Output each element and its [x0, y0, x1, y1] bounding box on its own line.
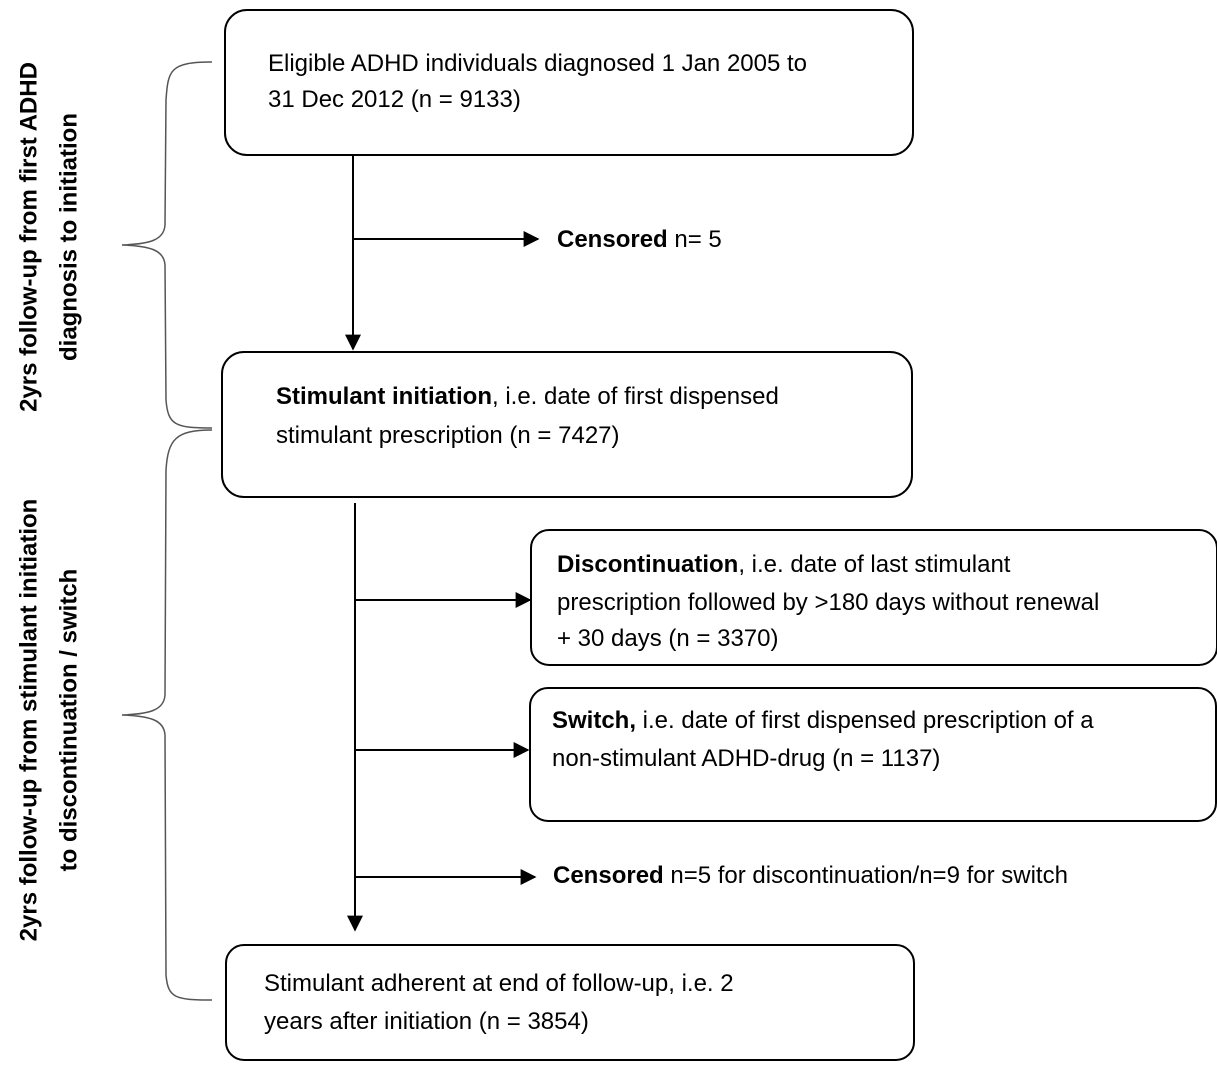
node-text: Switch, i.e. date of first dispensed pre… [552, 707, 1094, 734]
node-text: prescription followed by >180 days witho… [557, 589, 1099, 616]
node-text: + 30 days (n = 3370) [557, 625, 778, 652]
node-bold: Switch, [552, 707, 636, 734]
node-bold: Discontinuation [557, 551, 738, 578]
censored-count: n=5 for discontinuation/n=9 for switch [664, 862, 1068, 889]
node-line: 31 Dec 2012 (n = 9133) [268, 86, 521, 113]
censored-text: Censored n= 5 [557, 226, 722, 253]
node-text: Stimulant adherent at end of follow-up, … [264, 970, 734, 997]
bracket-label: to discontinuation / switch [55, 569, 82, 872]
node-text: Discontinuation, i.e. date of last stimu… [557, 551, 1011, 578]
node-text: Eligible ADHD individuals diagnosed 1 Ja… [268, 50, 807, 77]
censored-text: Censored n=5 for discontinuation/n=9 for… [553, 862, 1068, 889]
node-line: i.e. date of first dispensed prescriptio… [636, 707, 1094, 734]
node-text: 31 Dec 2012 (n = 9133) [268, 86, 521, 113]
node-box [529, 687, 1217, 822]
node-bold: Stimulant initiation [276, 383, 492, 410]
node-line: , i.e. date of first dispensed [492, 383, 779, 410]
node-line: Stimulant adherent at end of follow-up, … [264, 970, 734, 997]
node-box [225, 944, 915, 1061]
node-line: stimulant prescription (n = 7427) [276, 422, 620, 449]
node-text: non-stimulant ADHD-drug (n = 1137) [552, 745, 940, 772]
censored-bold: Censored [553, 862, 664, 889]
node-line: years after initiation (n = 3854) [264, 1008, 589, 1035]
node-text: years after initiation (n = 3854) [264, 1008, 589, 1035]
bracket [121, 429, 213, 1001]
node-line: non-stimulant ADHD-drug (n = 1137) [552, 745, 940, 772]
node-box [224, 9, 914, 156]
censored-bold: Censored [557, 226, 668, 253]
bracket-label: 2yrs follow-up from first ADHD [15, 62, 42, 412]
bracket [121, 61, 213, 429]
node-text: stimulant prescription (n = 7427) [276, 422, 620, 449]
node-text: Stimulant initiation, i.e. date of first… [276, 383, 779, 410]
censored-count: n= 5 [668, 226, 722, 253]
node-box [221, 351, 913, 498]
node-line: , i.e. date of last stimulant [738, 551, 1010, 578]
bracket-label: 2yrs follow-up from stimulant initiation [15, 499, 42, 942]
node-line: Eligible ADHD individuals diagnosed 1 Ja… [268, 50, 807, 77]
node-line: prescription followed by >180 days witho… [557, 589, 1099, 616]
node-line: + 30 days (n = 3370) [557, 625, 778, 652]
bracket-label: diagnosis to initiation [55, 113, 82, 361]
